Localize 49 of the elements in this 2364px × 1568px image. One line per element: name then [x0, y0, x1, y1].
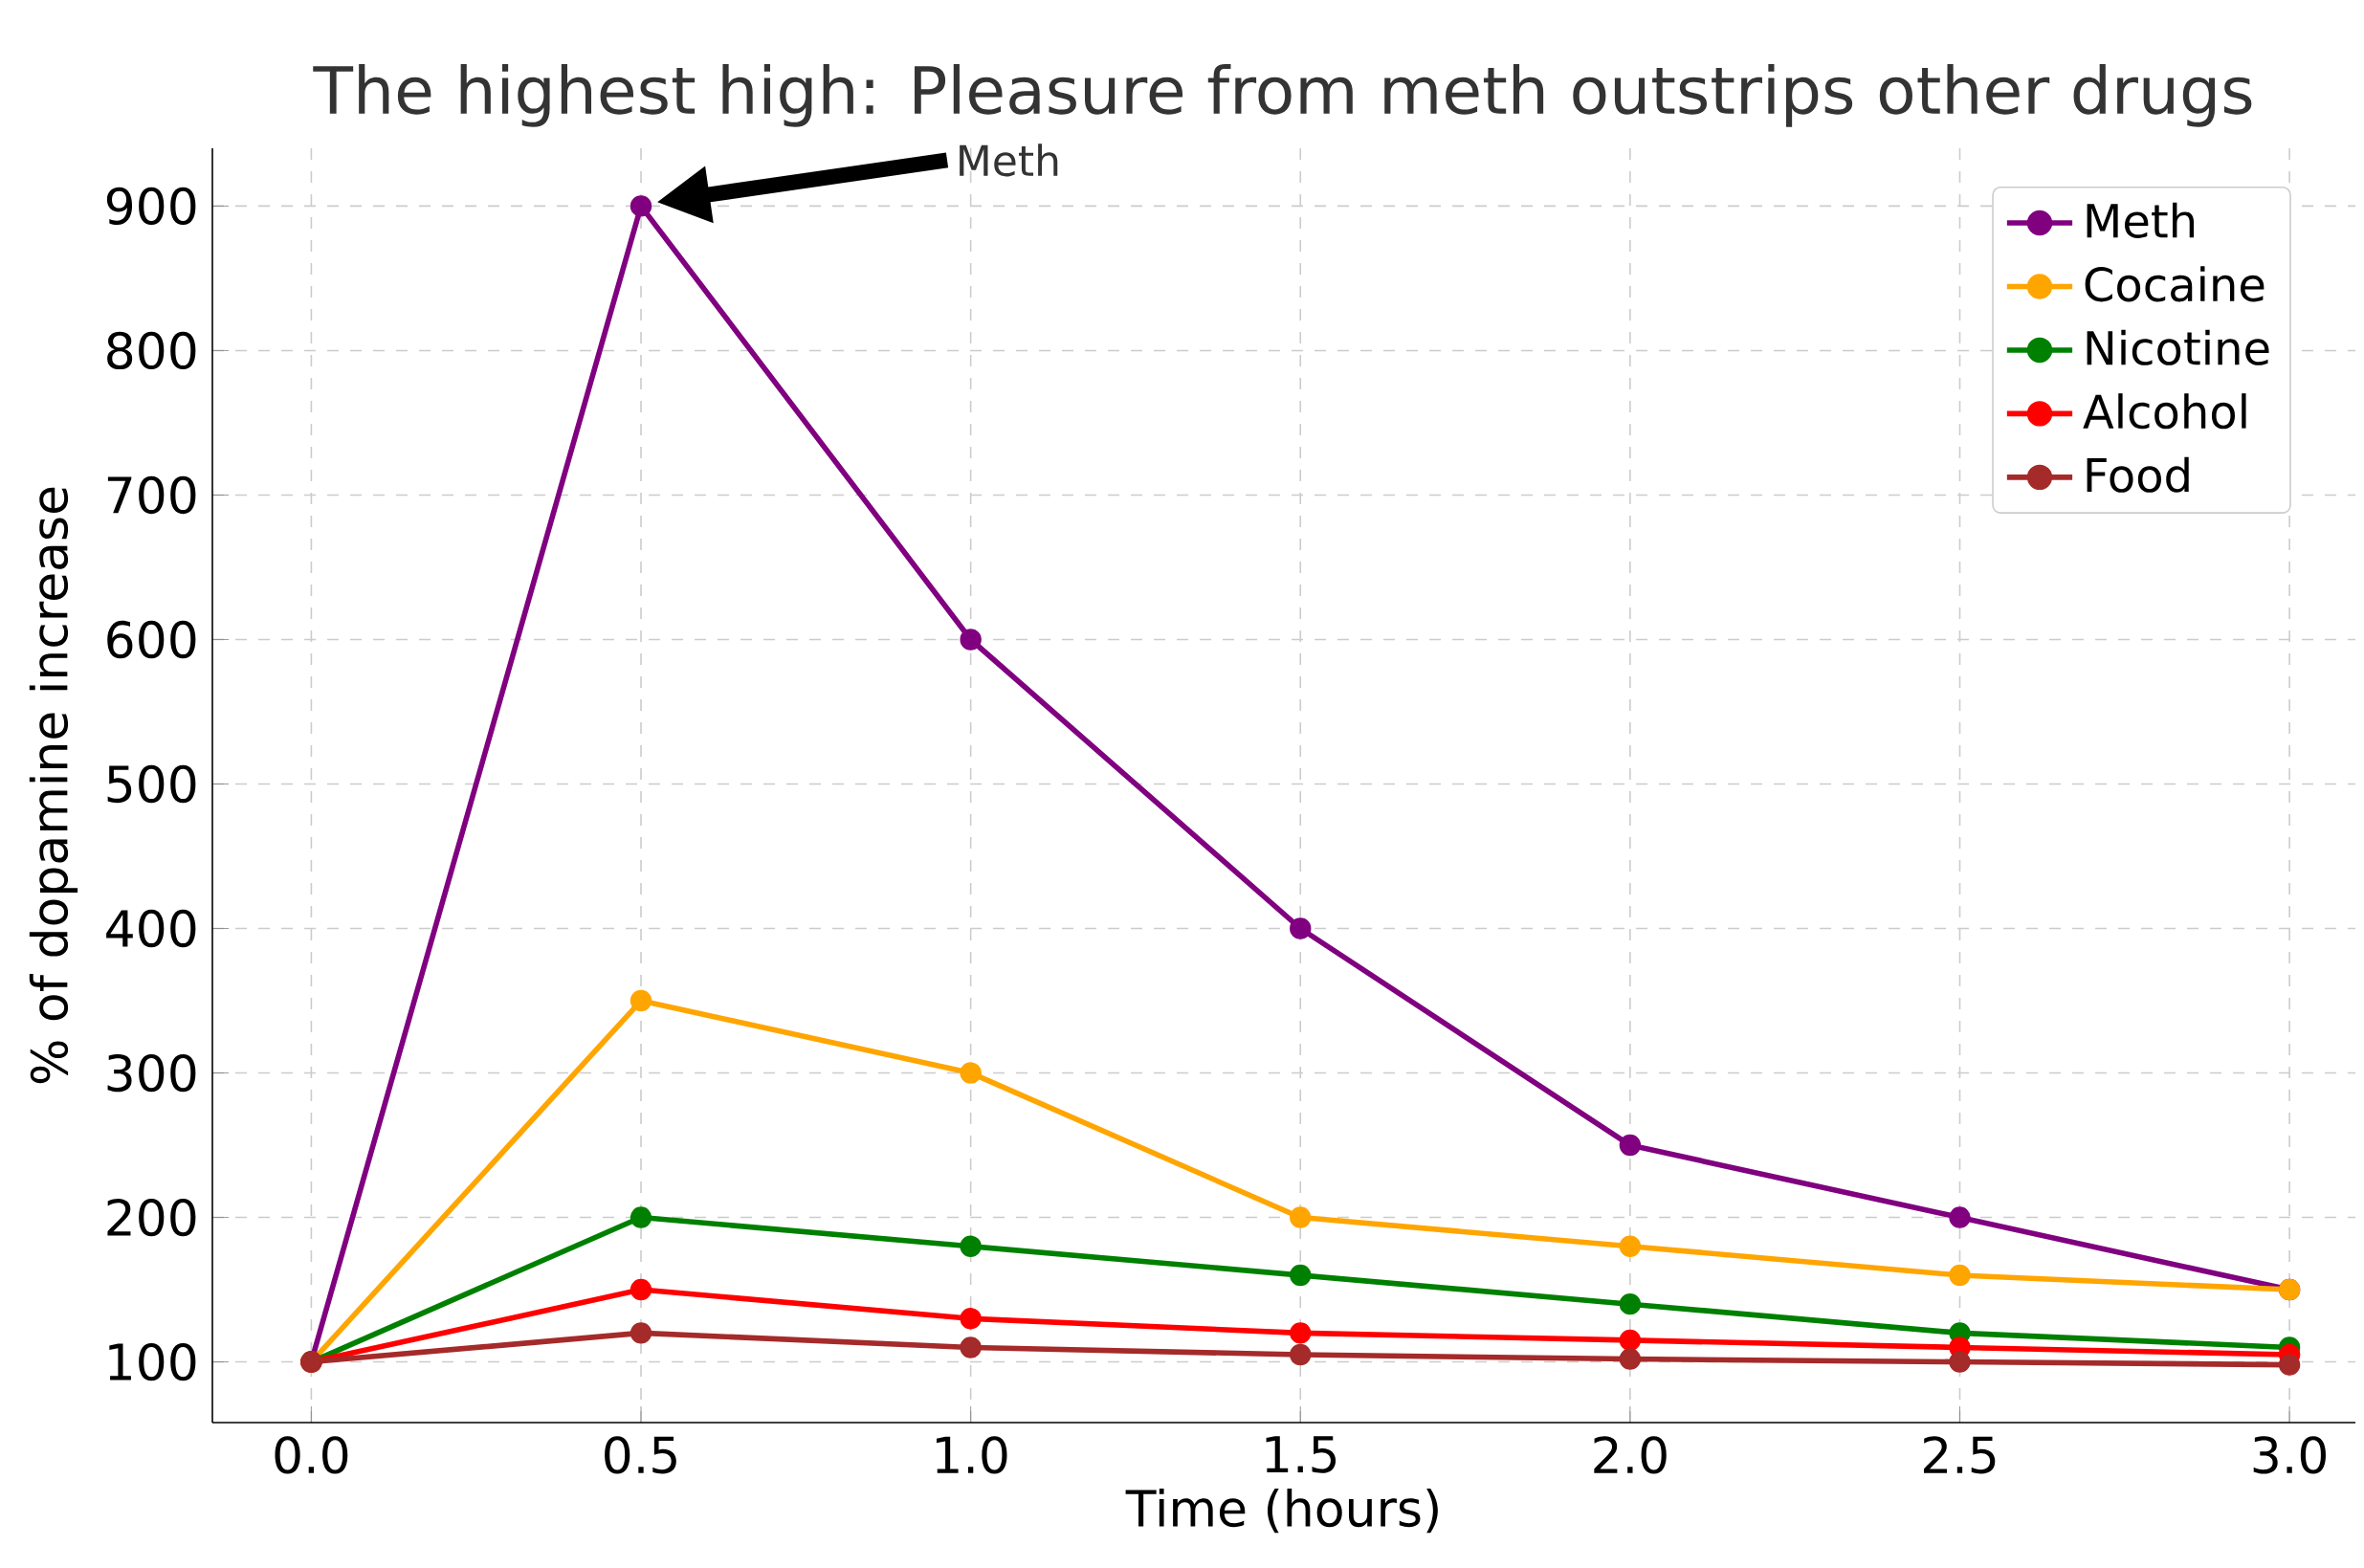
point — [1290, 1343, 1312, 1366]
point — [1290, 917, 1312, 939]
legend-label: Food — [2087, 456, 2189, 493]
y-tick-label: 800 — [107, 331, 196, 370]
point — [1290, 1264, 1312, 1287]
point — [960, 1062, 982, 1084]
point — [1949, 1264, 1971, 1287]
x-tick-label: 2.5 — [1923, 1436, 1996, 1474]
annotation: Meth — [960, 144, 1058, 177]
point — [2278, 1354, 2301, 1376]
point — [630, 1322, 652, 1344]
x-axis-title: Time (hours) — [1125, 1488, 1438, 1534]
point — [960, 1235, 982, 1257]
y-tick-label: 300 — [107, 1053, 196, 1093]
point — [1949, 1351, 1971, 1373]
chart-title: The highest high: Pleasure from meth outstrips other drugs — [313, 64, 2252, 127]
point — [630, 1278, 652, 1301]
point — [960, 1336, 982, 1358]
point — [960, 1308, 982, 1330]
point — [630, 989, 652, 1012]
legend-label: Meth — [2087, 202, 2195, 238]
x-tick-label: 1.5 — [1266, 1436, 1337, 1473]
point — [1619, 1348, 1642, 1370]
point — [630, 1206, 652, 1228]
x-tick-label: 2.0 — [1594, 1436, 1667, 1474]
legend-label: Alcohol — [2083, 393, 2246, 430]
y-tick-label: 400 — [106, 909, 196, 948]
point — [1619, 1235, 1642, 1257]
y-tick-label: 700 — [107, 475, 196, 515]
y-tick-label: 600 — [107, 620, 196, 659]
point — [1290, 1322, 1312, 1344]
y-tick-label: 200 — [107, 1198, 196, 1237]
point — [630, 195, 652, 217]
x-tick-label: 0.0 — [275, 1436, 348, 1474]
x-tick-label: 3.0 — [2253, 1436, 2326, 1474]
legend-label: Nicotine — [2087, 329, 2269, 365]
y-tick-label: 100 — [109, 1342, 196, 1381]
x-tick-label: 1.0 — [936, 1436, 1007, 1474]
point — [1290, 1206, 1312, 1228]
y-tick-label: 500 — [107, 764, 196, 804]
point — [1619, 1134, 1642, 1157]
legend-label: Cocaine — [2085, 266, 2265, 302]
point — [1619, 1292, 1642, 1315]
x-tick-label: 0.5 — [605, 1436, 676, 1474]
point — [960, 629, 982, 651]
y-axis-title: % of dopamine increase — [29, 487, 78, 1084]
point — [1949, 1206, 1971, 1228]
y-tick-label: 900 — [106, 187, 196, 226]
point — [1619, 1329, 1642, 1352]
